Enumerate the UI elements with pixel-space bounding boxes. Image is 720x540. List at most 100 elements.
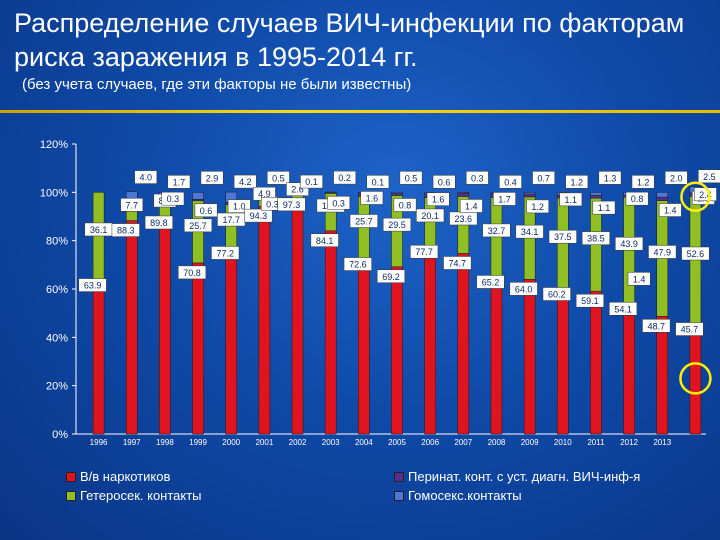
data-label-gay: 1.7 (167, 175, 191, 189)
x-tick-label: 2003 (322, 438, 340, 447)
x-tick-label: 2000 (222, 438, 240, 447)
bar-segment-drugs (523, 279, 536, 435)
data-label-gay-box (598, 171, 622, 185)
data-label-hetero-text: 32.7 (488, 226, 506, 236)
data-label-extra-box (627, 272, 651, 286)
data-label-perinatal-text: 0.3 (167, 194, 180, 204)
data-label-gay: 2.9 (200, 171, 224, 185)
data-label-perinatal-box (493, 192, 516, 206)
x-tick-label: 1999 (189, 438, 207, 447)
data-label-drugs-box (476, 275, 505, 289)
data-label-drugs: 74.7 (443, 256, 472, 270)
data-label-perinatal: 1.7 (493, 192, 516, 206)
data-label-gay-text: 2.9 (206, 173, 219, 183)
data-label-hetero-box (581, 231, 610, 245)
data-label-drugs-box (443, 256, 472, 270)
data-label-hetero-box (548, 229, 577, 244)
data-label-perinatal: 1.6 (360, 191, 384, 205)
data-label-perinatal: 0.3 (327, 196, 351, 210)
data-label-gay-text: 1.3 (604, 173, 617, 183)
data-label-hetero-box (615, 236, 644, 251)
data-label-gay-box (532, 171, 555, 185)
data-label-perinatal-box (625, 191, 649, 206)
data-label-hetero: 38.5 (581, 231, 610, 245)
data-label-drugs: 77.2 (211, 246, 240, 260)
data-label-perinatal-text: 1.6 (366, 193, 379, 203)
data-label-hetero-box (681, 246, 710, 261)
data-label-hetero: 25.7 (349, 214, 378, 228)
x-tick-label: 2004 (355, 438, 373, 447)
data-label-drugs: 65.2 (476, 275, 505, 289)
data-label-gay-box (399, 171, 423, 185)
data-label-hetero-text: 20.1 (421, 211, 439, 221)
x-tick-label: 2011 (587, 438, 605, 447)
data-label-drugs-text: 94.3 (250, 211, 268, 221)
data-label-hetero-box (120, 198, 144, 212)
bar-segment-perinatal (391, 193, 403, 196)
data-label-drugs-box (542, 287, 571, 301)
data-label-perinatal-box (393, 198, 417, 212)
y-tick-label: 120% (40, 139, 68, 151)
data-label-drugs: 84.1 (310, 233, 339, 248)
data-label-gay: 0.7 (532, 171, 555, 185)
bar-segment-perinatal (523, 193, 536, 198)
data-label-gay: 2.5 (698, 169, 720, 184)
data-label-gay-box (432, 175, 456, 189)
data-label-hetero: 34.1 (515, 224, 544, 239)
bar-segment-perinatal (590, 195, 602, 199)
data-label-gay-text: 1.2 (637, 177, 650, 187)
data-label-hetero: 25.7 (184, 218, 213, 233)
data-label-gay-box (565, 175, 589, 189)
data-label-gay-box (631, 175, 655, 189)
data-label-hetero-text: 52.6 (687, 249, 705, 259)
data-label-gay-box (465, 171, 489, 185)
data-label-drugs: 45.7 (675, 322, 704, 336)
data-label-gay: 2.0 (664, 171, 688, 185)
data-label-drugs: 48.7 (642, 319, 671, 333)
data-label-hetero-text: 38.5 (587, 234, 605, 244)
data-label-gay-text: 0.7 (537, 173, 550, 183)
data-label-drugs-box (642, 319, 671, 333)
bar-segment-drugs (689, 323, 702, 435)
x-tick-label: 1997 (123, 438, 141, 447)
data-label-drugs-box (211, 246, 240, 260)
data-label-gay: 1.2 (565, 175, 589, 189)
data-label-gay-text: 1.7 (173, 177, 186, 187)
data-label-hetero: 17.7 (217, 212, 246, 227)
bar-segment-perinatal (457, 192, 470, 197)
data-label-perinatal: 0.3 (161, 191, 185, 206)
data-label-gay-text: 0.2 (338, 173, 351, 183)
data-label-perinatal-text: 0.8 (399, 200, 412, 210)
data-label-gay-text: 0.5 (405, 173, 418, 183)
data-label-drugs-text: 70.8 (183, 268, 201, 278)
data-label-drugs-box (675, 322, 704, 336)
data-label-hetero-text: 36.1 (90, 225, 108, 235)
data-label-perinatal-text: 1.2 (531, 202, 544, 212)
data-label-hetero-text: 2.6 (291, 185, 304, 195)
data-label-perinatal-box (194, 203, 218, 218)
data-label-drugs-text: 65.2 (482, 277, 500, 287)
bar-segment-drugs (623, 303, 635, 435)
title-divider (0, 110, 720, 113)
data-label-drugs-text: 77.2 (216, 248, 234, 258)
bar-segment-drugs (225, 247, 237, 435)
data-label-drugs-text: 54.1 (614, 304, 632, 314)
data-label-gay-text: 1.2 (571, 177, 584, 187)
data-label-hetero-box (482, 223, 511, 238)
data-label-drugs-text: 88.3 (117, 226, 135, 236)
data-label-hetero: 23.6 (449, 211, 478, 226)
data-label-hetero-box (184, 218, 213, 233)
data-label-hetero: 32.7 (482, 223, 511, 238)
data-label-perinatal: 1.1 (592, 200, 616, 215)
data-label-hetero-box (349, 214, 378, 228)
data-label-drugs-box (78, 278, 107, 292)
data-label-perinatal: 1.4 (658, 203, 682, 217)
data-label-gay: 0.2 (333, 170, 357, 185)
data-label-gay-box (698, 169, 720, 184)
data-label-drugs-box (509, 282, 538, 296)
data-label-drugs-text: 48.7 (647, 321, 665, 331)
data-label-drugs-text: 45.7 (681, 325, 699, 335)
data-label-drugs: 59.1 (575, 293, 604, 308)
data-label-perinatal-text: 0.8 (631, 194, 644, 204)
x-tick-label: 2001 (255, 438, 273, 447)
